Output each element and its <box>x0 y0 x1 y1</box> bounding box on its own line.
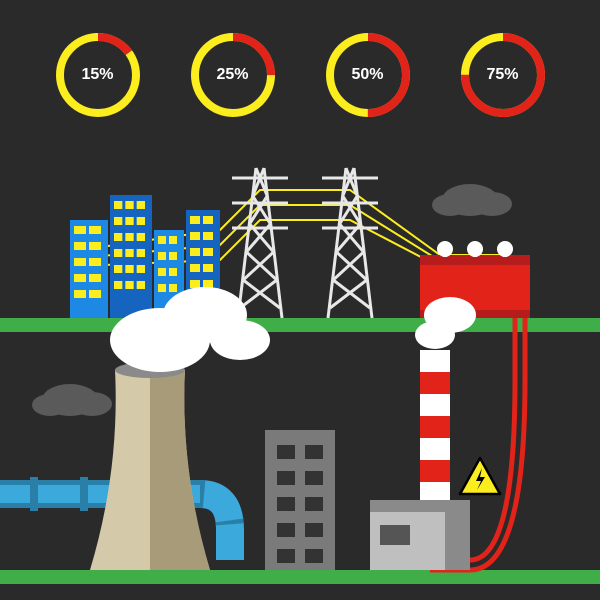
scene <box>0 0 600 600</box>
infographic-canvas: 15% 25% 50% 75% <box>0 0 600 600</box>
